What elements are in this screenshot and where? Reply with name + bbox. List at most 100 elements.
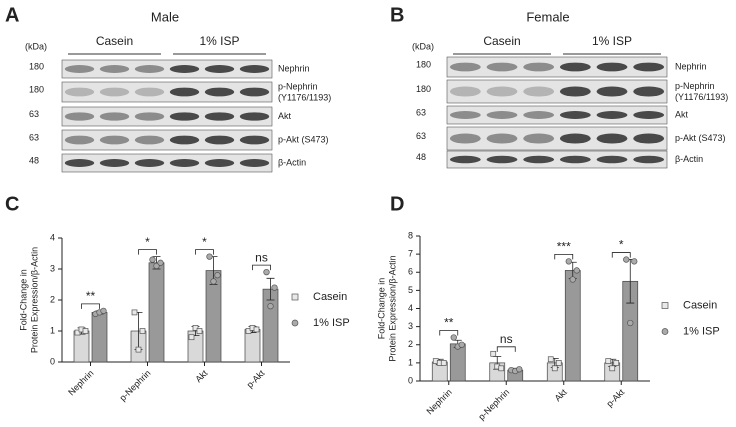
blot-band <box>239 87 270 97</box>
group-label: 1% ISP <box>592 34 632 48</box>
group-label: 1% ISP <box>199 34 239 48</box>
blot-band <box>449 155 481 164</box>
y-tick-label: 4 <box>408 303 413 313</box>
data-point <box>551 365 558 372</box>
data-point <box>82 328 89 334</box>
kda-label: 63 <box>29 109 39 119</box>
blot-band <box>523 155 555 164</box>
panel-letter: A <box>5 4 19 26</box>
protein-label: p-Nephrin <box>278 81 318 91</box>
protein-label: p-Akt (S473) <box>675 133 726 143</box>
blot-band <box>559 86 591 97</box>
y-axis-label: Fold-Change in <box>18 269 28 331</box>
kda-label: 63 <box>416 131 426 141</box>
blot-band <box>449 62 481 72</box>
blot-band <box>134 87 165 97</box>
blot-band <box>64 65 95 73</box>
blot-band <box>486 86 518 97</box>
data-point <box>263 268 270 276</box>
blot-band <box>239 65 270 73</box>
protein-label: p-Akt (S473) <box>278 134 329 144</box>
blot-band <box>486 111 518 119</box>
data-point <box>498 365 505 372</box>
legend-label: 1% ISP <box>683 325 720 337</box>
blot <box>61 106 273 127</box>
blot-band <box>64 112 95 121</box>
protein-label: (Y1176/1193) <box>278 92 331 102</box>
blot-band <box>204 135 235 145</box>
sig-label: ** <box>444 316 454 330</box>
y-axis-label: Protein Expression/β-Actin <box>29 247 39 353</box>
protein-label: Nephrin <box>675 61 707 71</box>
protein-label: p-Nephrin <box>675 81 715 91</box>
sig-label: * <box>619 238 624 252</box>
data-point <box>271 284 278 291</box>
y-axis-label: Protein Expression/β-Actin <box>387 255 397 361</box>
data-point <box>440 360 447 366</box>
data-point <box>253 326 260 333</box>
blot-band <box>633 155 665 164</box>
sig-label: ** <box>86 289 96 303</box>
blot-band <box>596 155 628 164</box>
kda-label: 48 <box>416 152 426 162</box>
blot-band <box>204 112 235 121</box>
sig-bracket <box>81 303 100 309</box>
data-point <box>214 272 221 279</box>
blot-band <box>449 111 481 119</box>
blot-band <box>239 112 270 121</box>
blot-band <box>486 155 518 164</box>
blot-band <box>449 133 481 144</box>
kda-label: 180 <box>416 84 431 94</box>
blot-band <box>64 87 95 97</box>
blot <box>446 105 668 125</box>
legend-marker <box>291 293 299 301</box>
x-tick-label: p-Akt <box>604 387 626 409</box>
data-point <box>569 276 576 283</box>
data-point <box>74 329 81 336</box>
blot-band <box>99 159 130 167</box>
blot-band <box>596 86 628 97</box>
blot-band <box>633 86 665 97</box>
data-point <box>139 328 146 334</box>
blot <box>446 79 668 104</box>
legend-label: Casein <box>313 291 347 303</box>
legend-label: Casein <box>683 299 717 311</box>
sig-label: * <box>202 235 207 249</box>
sig-bracket <box>195 249 214 255</box>
panel-title: Female <box>526 9 569 24</box>
kda-label: 63 <box>416 107 426 117</box>
blot-band <box>99 135 130 145</box>
blot-band <box>134 135 165 145</box>
protein-label: Nephrin <box>278 63 310 73</box>
kda-label: 63 <box>29 132 39 142</box>
blot-band <box>99 87 130 97</box>
data-point <box>135 346 142 353</box>
protein-label: β-Actin <box>675 154 703 164</box>
x-tick-label: p-Nephrin <box>476 387 511 422</box>
y-axis-label: Fold-Change in <box>376 278 386 340</box>
blot-band <box>523 111 555 119</box>
y-tick-label: 1 <box>50 325 55 335</box>
blot-band <box>64 159 95 167</box>
data-point <box>206 253 213 260</box>
bar <box>244 329 261 363</box>
protein-label: β-Actin <box>278 157 306 167</box>
blot-band <box>486 133 518 144</box>
x-tick-label: Nephrin <box>66 368 95 397</box>
legend-marker <box>661 302 669 309</box>
data-point <box>131 309 138 316</box>
data-point <box>623 256 630 263</box>
protein-label: (Y1176/1193) <box>675 92 728 102</box>
sig-bracket <box>252 264 271 271</box>
kda-unit: (kDa) <box>25 41 47 51</box>
sig-bracket <box>554 253 574 260</box>
y-tick-label: 2 <box>408 339 413 349</box>
blot-band <box>523 86 555 97</box>
sig-bracket <box>138 249 157 255</box>
x-tick-label: Akt <box>553 387 570 404</box>
blot-band <box>449 86 481 97</box>
blot-band <box>559 133 591 144</box>
panel-letter: C <box>5 193 19 215</box>
blot-band <box>559 62 591 72</box>
